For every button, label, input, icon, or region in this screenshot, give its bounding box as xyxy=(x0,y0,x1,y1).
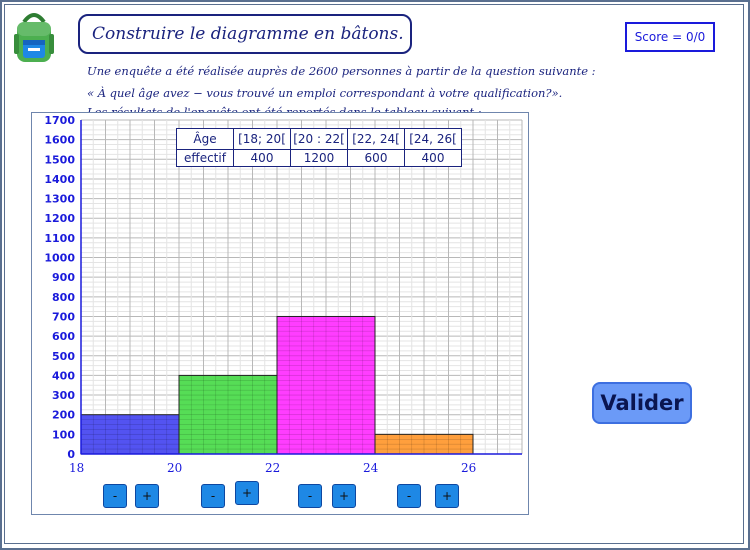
instruction-line-2: « À quel âge avez − vous trouvé un emplo… xyxy=(87,86,563,100)
backpack-icon xyxy=(14,13,54,62)
table-header-class-4: [24, 26[ xyxy=(404,128,462,150)
x-tick-label: 24 xyxy=(363,461,379,475)
y-tick-label: 800 xyxy=(52,291,75,304)
table-header-age: Âge xyxy=(176,128,234,150)
instruction-line-1: Une enquête a été réalisée auprès de 260… xyxy=(87,64,596,78)
y-tick-label: 900 xyxy=(52,271,75,284)
y-tick-label: 600 xyxy=(52,330,75,343)
bar-2-decrease-button[interactable]: - xyxy=(201,484,225,508)
table-cell-effectif-1: 400 xyxy=(233,149,291,167)
y-tick-label: 400 xyxy=(52,369,75,382)
table-header-class-2: [20 : 22[ xyxy=(290,128,348,150)
bar-3-increase-button[interactable]: + xyxy=(332,484,356,508)
y-tick-label: 1700 xyxy=(44,114,75,127)
y-tick-label: 0 xyxy=(67,448,75,461)
y-tick-label: 500 xyxy=(52,350,75,363)
bar-3 xyxy=(277,316,375,454)
y-tick-label: 1200 xyxy=(44,212,75,225)
table-cell-effectif-3: 600 xyxy=(347,149,405,167)
bar-1 xyxy=(81,414,179,454)
y-tick-label: 1300 xyxy=(44,193,75,206)
title-panel: Construire le diagramme en bâtons. xyxy=(78,14,412,54)
y-tick-label: 1500 xyxy=(44,153,75,166)
bar-2-increase-button[interactable]: + xyxy=(235,481,259,505)
y-tick-label: 100 xyxy=(52,428,75,441)
bar-4-decrease-button[interactable]: - xyxy=(397,484,421,508)
y-tick-label: 1400 xyxy=(44,173,75,186)
table-cell-effectif-2: 1200 xyxy=(290,149,348,167)
frequency-table: Âge [18; 20[ [20 : 22[ [22, 24[ [24, 26[… xyxy=(176,128,462,167)
bar-4-increase-button[interactable]: + xyxy=(435,484,459,508)
bar-1-decrease-button[interactable]: - xyxy=(103,484,127,508)
bar-1-increase-button[interactable]: + xyxy=(135,484,159,508)
x-tick-label: 22 xyxy=(265,461,280,475)
x-tick-label: 18 xyxy=(69,461,84,475)
y-tick-label: 700 xyxy=(52,310,75,323)
bar-4 xyxy=(375,434,473,454)
page-title: Construire le diagramme en bâtons. xyxy=(92,24,404,44)
table-header-class-1: [18; 20[ xyxy=(233,128,291,150)
inner-frame xyxy=(4,4,744,544)
table-header-class-3: [22, 24[ xyxy=(347,128,405,150)
bar-3-decrease-button[interactable]: - xyxy=(298,484,322,508)
y-tick-label: 1600 xyxy=(44,134,75,147)
table-row-label: effectif xyxy=(176,149,234,167)
score-display: Score = 0/0 xyxy=(625,22,715,52)
x-tick-label: 26 xyxy=(461,461,476,475)
y-tick-label: 300 xyxy=(52,389,75,402)
y-tick-label: 1100 xyxy=(44,232,75,245)
validate-button[interactable]: Valider xyxy=(592,382,692,424)
bar-chart[interactable]: 0 100 200 300 400 500 600 700 800 900 1000 1100 1200… xyxy=(31,112,529,515)
y-tick-label: 200 xyxy=(52,409,75,422)
bar-2 xyxy=(179,375,277,454)
x-tick-label: 20 xyxy=(167,461,182,475)
table-cell-effectif-4: 400 xyxy=(404,149,462,167)
y-tick-label: 1000 xyxy=(44,252,75,265)
